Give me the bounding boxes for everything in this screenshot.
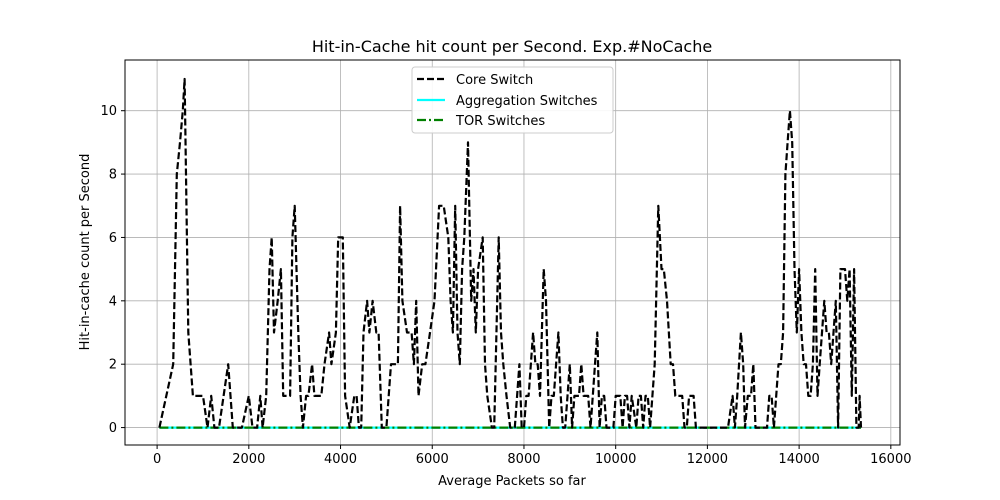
y-tick-label: 0 [109, 421, 117, 436]
legend-label-tor-switches: TOR Switches [455, 114, 545, 129]
x-tick-label: 2000 [232, 452, 265, 467]
ticks: 0 2000 4000 6000 8000 10000 12000 14000 16000 0 2 4… [100, 104, 911, 467]
series-layer [158, 77, 863, 429]
chart-title: Hit-in-Cache hit count per Second. Exp.#… [312, 37, 712, 56]
y-tick-label: 10 [100, 104, 117, 119]
x-tick-label: 16000 [870, 452, 911, 467]
x-tick-label: 4000 [324, 452, 357, 467]
x-tick-label: 14000 [778, 452, 819, 467]
legend-box [411, 66, 614, 134]
y-tick-label: 8 [109, 168, 117, 183]
y-tick-label: 6 [109, 231, 117, 246]
y-axis-label: Hit-in-cache count per Second [78, 154, 93, 351]
x-tick-label: 10000 [595, 452, 636, 467]
legend: Core Switch Aggregation Switches TOR Swi… [411, 66, 614, 134]
x-axis-label: Average Packets so far [438, 474, 586, 489]
legend-label-aggregation-switches: Aggregation Switches [456, 94, 598, 109]
series-line-core-switch [158, 77, 863, 429]
x-tick-label: 12000 [687, 452, 728, 467]
x-tick-label: 8000 [507, 452, 540, 467]
x-tick-label: 6000 [416, 452, 449, 467]
legend-label-core-switch: Core Switch [456, 73, 533, 88]
x-tick-label: 0 [153, 452, 161, 467]
plot-frame [124, 59, 901, 446]
y-tick-label: 4 [109, 294, 117, 309]
y-tick-label: 2 [109, 358, 117, 373]
